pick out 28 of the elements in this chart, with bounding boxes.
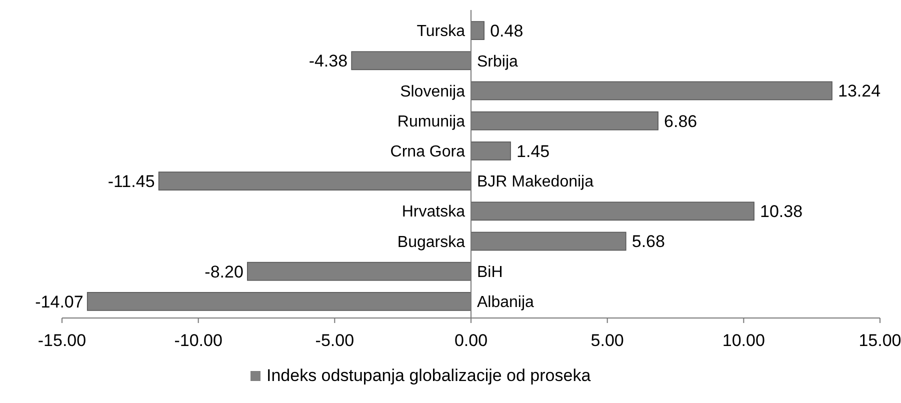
y-tick-label: Albanija bbox=[477, 294, 534, 312]
y-tick-label: Srbija bbox=[477, 53, 518, 70]
data-label: 1.45 bbox=[516, 142, 550, 161]
x-tick-label: 10.00 bbox=[722, 331, 765, 350]
y-tick-label: Turska bbox=[416, 23, 466, 40]
data-label: -4.38 bbox=[308, 52, 348, 71]
y-tick-label: BiH bbox=[477, 264, 503, 281]
y-tick-label: Bugarska bbox=[397, 234, 466, 251]
data-label: 5.68 bbox=[632, 232, 665, 252]
data-label: 13.24 bbox=[838, 82, 881, 101]
x-tick-label: -5.00 bbox=[315, 331, 354, 350]
y-tick-label: Crna Gora bbox=[390, 144, 466, 161]
x-tick-label: 5.00 bbox=[590, 331, 624, 350]
data-label: 6.86 bbox=[664, 112, 698, 131]
x-tick-label: 15.00 bbox=[858, 331, 901, 350]
x-tick-label: -15.00 bbox=[38, 331, 86, 350]
x-tick-label: -10.00 bbox=[174, 331, 222, 350]
data-label: -11.45 bbox=[108, 172, 155, 191]
data-label: -14.07 bbox=[35, 292, 84, 312]
x-tick-label: 0.00 bbox=[454, 331, 488, 350]
data-label: -8.20 bbox=[204, 262, 244, 282]
y-tick-label: BJR Makedonija bbox=[477, 174, 594, 191]
legend-label: Indeks odstupanja globalizacije od proseka bbox=[266, 366, 592, 385]
data-label: 0.48 bbox=[490, 22, 524, 41]
y-tick-label: Hrvatska bbox=[402, 204, 466, 221]
y-tick-label: Rumunija bbox=[397, 113, 466, 130]
y-tick-label: Slovenija bbox=[400, 83, 466, 100]
data-label: 10.38 bbox=[760, 202, 803, 222]
